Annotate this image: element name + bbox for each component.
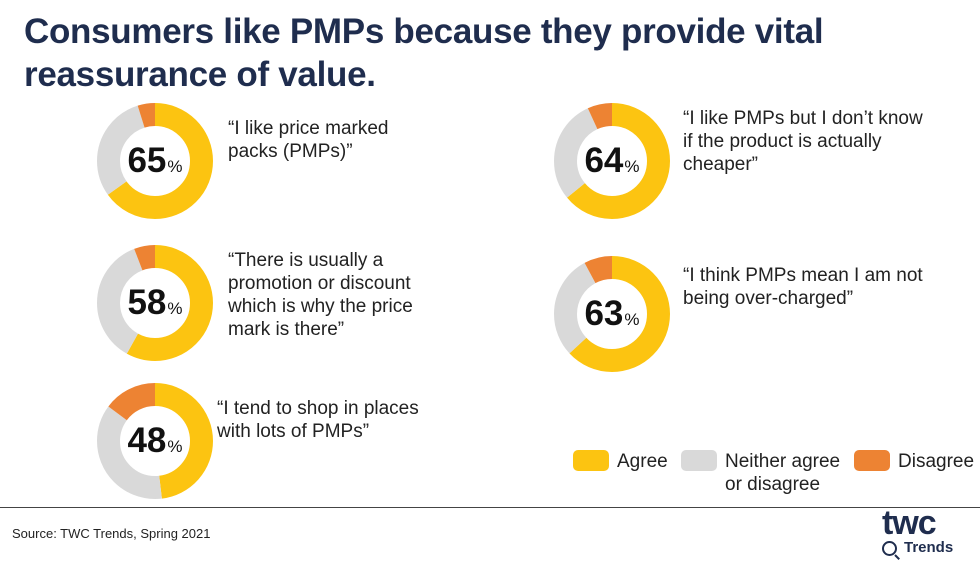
donut-chart-4: 64% (554, 103, 670, 219)
donut-2-segment-neither (97, 245, 213, 361)
donut-svg-4 (554, 103, 670, 219)
donut-unit-2: % (167, 298, 183, 318)
donut-3-segment-disagree (97, 383, 213, 499)
donut-value-4: 64 (584, 141, 624, 180)
donut-unit-1: % (167, 156, 183, 176)
donut-svg-2 (97, 245, 213, 361)
legend-swatch-agree (573, 450, 609, 471)
donut-label-5: 63% (554, 256, 670, 372)
footer-divider (0, 507, 980, 508)
donut-value-5: 63 (584, 294, 624, 333)
legend-swatch-neither (681, 450, 717, 471)
quote-1: “I like price marked packs (PMPs)” (228, 118, 389, 162)
donut-svg-3 (97, 383, 213, 499)
donut-chart-3: 48% (97, 383, 213, 499)
donut-label-2: 58% (97, 245, 213, 361)
donut-chart-1: 65% (97, 103, 213, 219)
donut-chart-2: 58% (97, 245, 213, 361)
donut-3-segment-neither (97, 383, 213, 499)
legend-label-agree: Agree (617, 451, 668, 472)
source-note: Source: TWC Trends, Spring 2021 (12, 526, 211, 541)
twc-trends-logo: twc Trends (872, 504, 976, 560)
donut-value-2: 58 (127, 283, 167, 322)
donut-5-segment-disagree (554, 256, 670, 372)
donut-1-segment-neither (97, 103, 213, 219)
legend-label-neither: Neither agree or disagree (725, 451, 841, 495)
logo-subtitle: Trends (904, 539, 954, 556)
quote-4: “I like PMPs but I don’t know if the pro… (683, 108, 923, 175)
legend-item-disagree: Disagree (854, 450, 974, 473)
donut-value-1: 65 (127, 141, 167, 180)
donut-unit-4: % (624, 156, 640, 176)
donut-5-segment-neither (554, 256, 670, 372)
page-title: Consumers like PMPs because they provide… (24, 12, 824, 94)
donut-label-1: 65% (97, 103, 213, 219)
quote-3: “I tend to shop in places with lots of P… (217, 398, 419, 442)
donut-unit-3: % (167, 436, 183, 456)
quote-2: “There is usually a promotion or discoun… (228, 250, 413, 340)
legend-item-neither: Neither agree or disagree (681, 450, 855, 496)
donut-svg-5 (554, 256, 670, 372)
donut-label-3: 48% (97, 383, 213, 499)
donut-label-4: 64% (554, 103, 670, 219)
donut-svg-1 (97, 103, 213, 219)
magnifier-icon (882, 541, 897, 556)
donut-unit-5: % (624, 309, 640, 329)
logo-wordmark: twc (882, 504, 937, 542)
donut-4-segment-disagree (554, 103, 670, 219)
legend-swatch-disagree (854, 450, 890, 471)
legend-item-agree: Agree (573, 450, 668, 473)
donut-chart-5: 63% (554, 256, 670, 372)
donut-1-segment-disagree (97, 103, 213, 219)
legend-label-disagree: Disagree (898, 451, 975, 472)
donut-value-3: 48 (127, 421, 167, 460)
quote-5: “I think PMPs mean I am not being over-c… (683, 265, 923, 309)
donut-2-segment-disagree (97, 245, 213, 361)
donut-4-segment-neither (554, 103, 670, 219)
